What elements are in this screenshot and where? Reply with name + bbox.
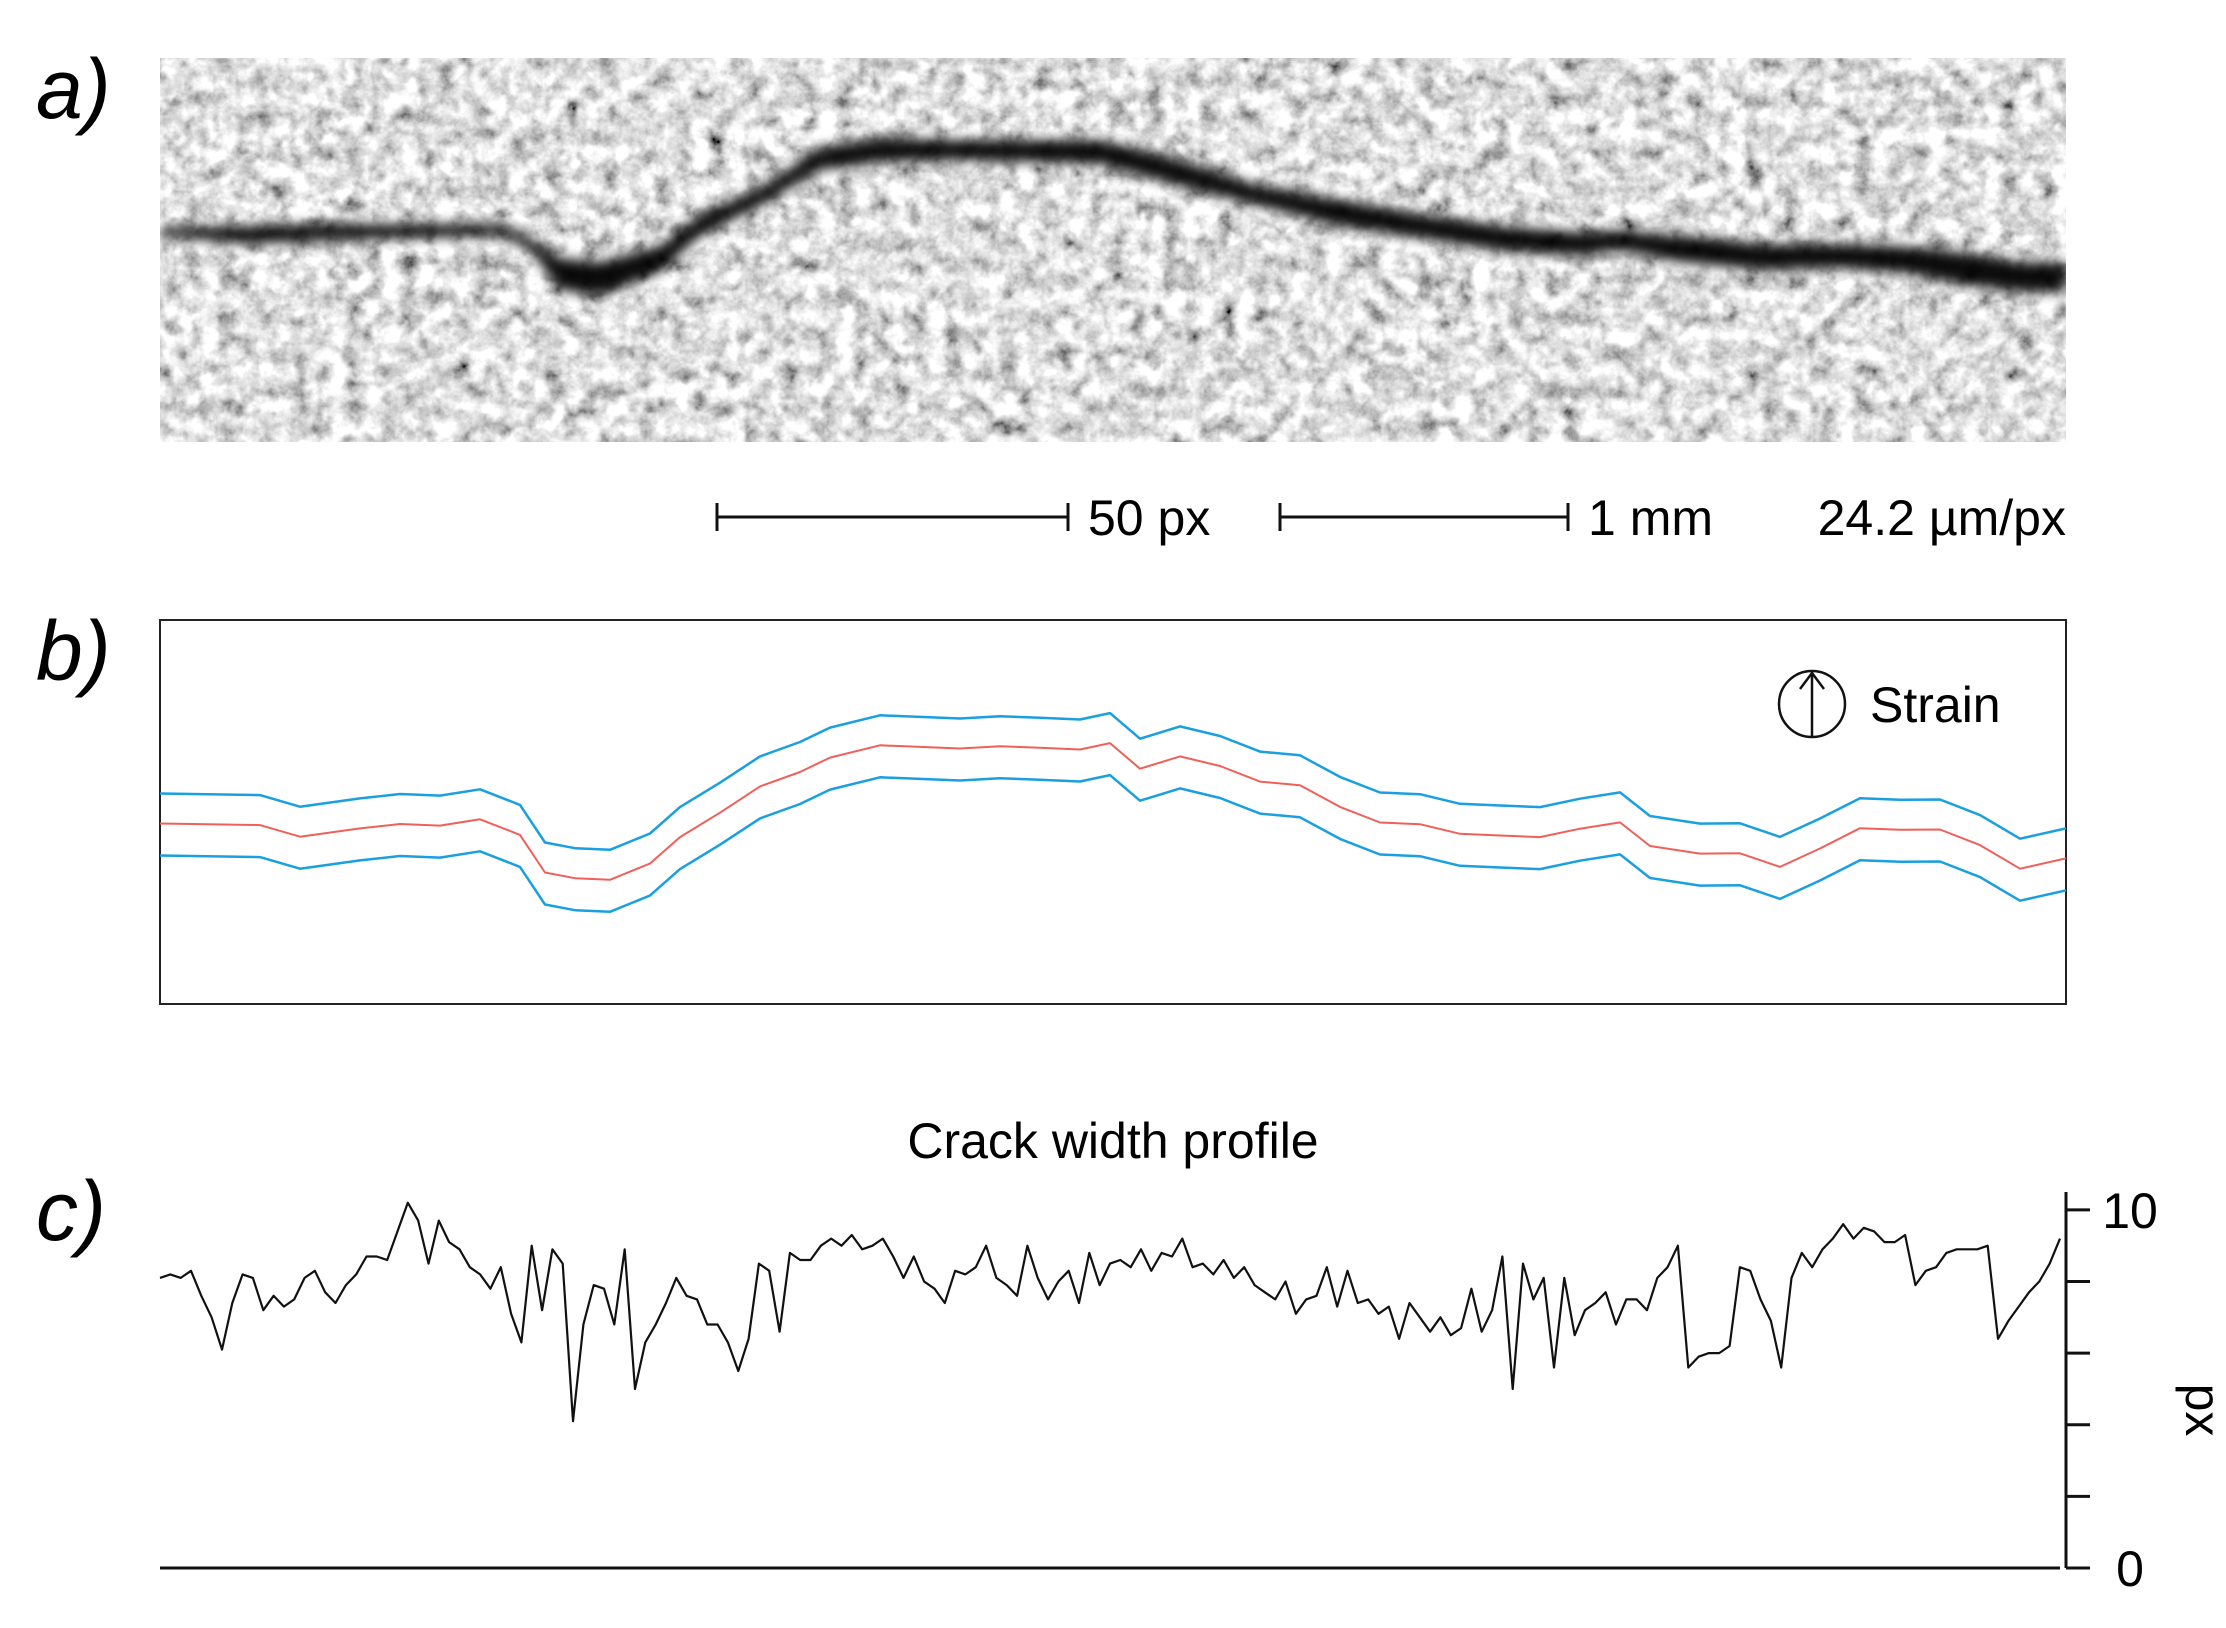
crack-edge-lines	[159, 711, 2067, 914]
crack-width-chart: 0 10	[159, 1183, 2158, 1597]
panel-a-label: a)	[36, 42, 111, 136]
crack-lower-edge	[159, 773, 2067, 914]
strain-label: Strain	[1870, 677, 2001, 733]
scale-bar-px-label: 50 px	[1088, 490, 1210, 546]
panel-b-frame	[159, 619, 2067, 1005]
chart-title: Crack width profile	[907, 1113, 1318, 1169]
y-tick-label-10: 10	[2102, 1183, 2158, 1239]
scale-bar-mm-label: 1 mm	[1588, 490, 1713, 546]
scale-bar-px	[715, 503, 1070, 531]
resolution-label: 24.2 µm/px	[1818, 490, 2066, 546]
series-line-0	[159, 1201, 2062, 1423]
y-axis-label: px	[2175, 1384, 2226, 1437]
y-tick-label-0: 0	[2116, 1541, 2144, 1597]
crack-centerline	[159, 742, 2067, 881]
scale-bar-mm	[1278, 503, 1570, 531]
crack-dark-band	[160, 138, 2066, 296]
crack-upper-edge	[159, 711, 2067, 852]
panel-c-label: c)	[36, 1164, 106, 1258]
panel-b-label: b)	[36, 604, 111, 698]
crack-micrograph	[160, 58, 2066, 442]
arrow-up-in-circle-icon	[1777, 669, 1847, 739]
